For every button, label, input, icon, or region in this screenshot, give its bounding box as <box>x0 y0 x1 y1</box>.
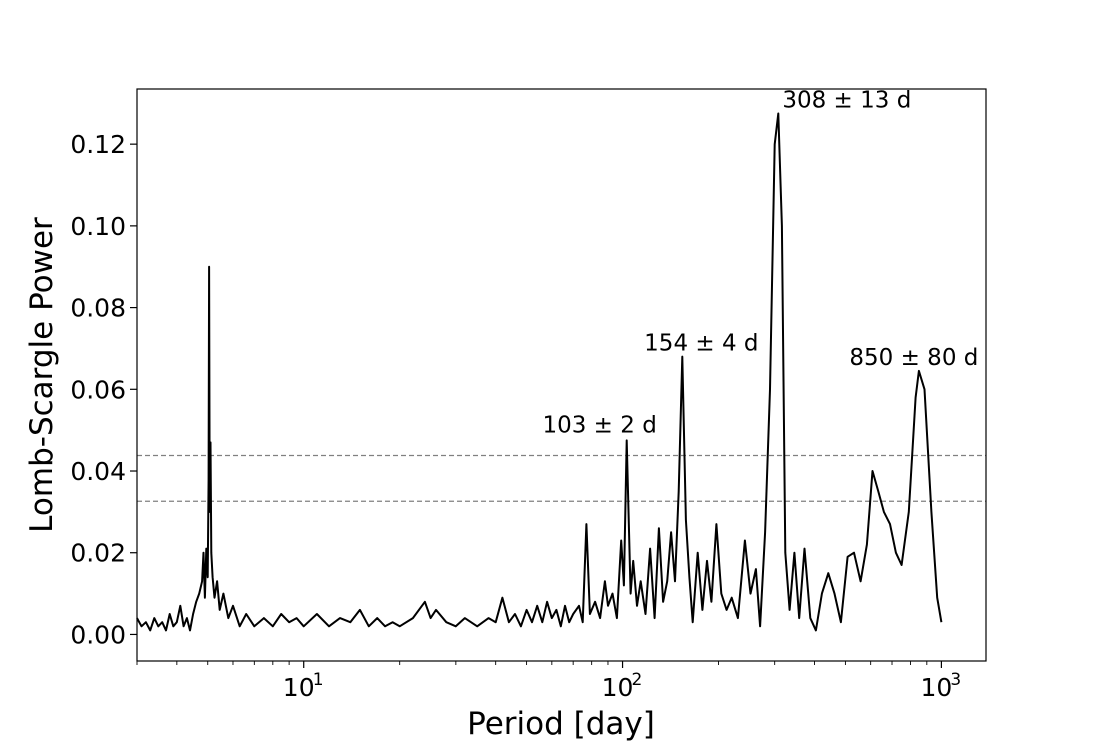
x-tick-label: 10 <box>920 673 952 702</box>
y-tick-label: 0.02 <box>70 539 126 568</box>
x-tick-label: 10 <box>602 673 634 702</box>
series-line <box>136 112 943 632</box>
threshold-lines <box>137 454 986 502</box>
peak-annotation: 154 ± 4 d <box>644 331 758 357</box>
y-tick-label: 0.12 <box>70 130 126 159</box>
y-tick-label: 0.08 <box>70 294 126 323</box>
axes-frame <box>136 88 987 662</box>
plot-area <box>136 112 986 632</box>
x-axis-label: Period [day] <box>467 706 655 742</box>
peak-annotation: 308 ± 13 d <box>782 88 911 114</box>
y-tick-label: 0.06 <box>70 375 126 404</box>
y-tick-label: 0.10 <box>70 212 126 241</box>
peak-annotations: 308 ± 13 d 154 ± 4 d 850 ± 80 d 103 ± 2 d <box>542 88 978 439</box>
x-tick-exponent: 3 <box>950 670 961 690</box>
y-tick-label: 0.04 <box>70 457 126 486</box>
y-axis-ticks: 0.00 0.02 0.04 0.06 0.08 0.10 0.12 <box>70 130 137 649</box>
y-tick-label: 0.00 <box>70 620 126 649</box>
x-tick-label: 10 <box>283 673 315 702</box>
x-axis-ticks: 101 102 103 <box>283 661 961 702</box>
peak-annotation: 850 ± 80 d <box>849 345 978 371</box>
x-axis-minor-ticks <box>136 661 928 665</box>
x-tick-exponent: 1 <box>313 670 324 690</box>
peak-annotation: 103 ± 2 d <box>542 412 656 438</box>
y-axis-label: Lomb-Scargle Power <box>24 217 60 533</box>
x-tick-exponent: 2 <box>632 670 643 690</box>
